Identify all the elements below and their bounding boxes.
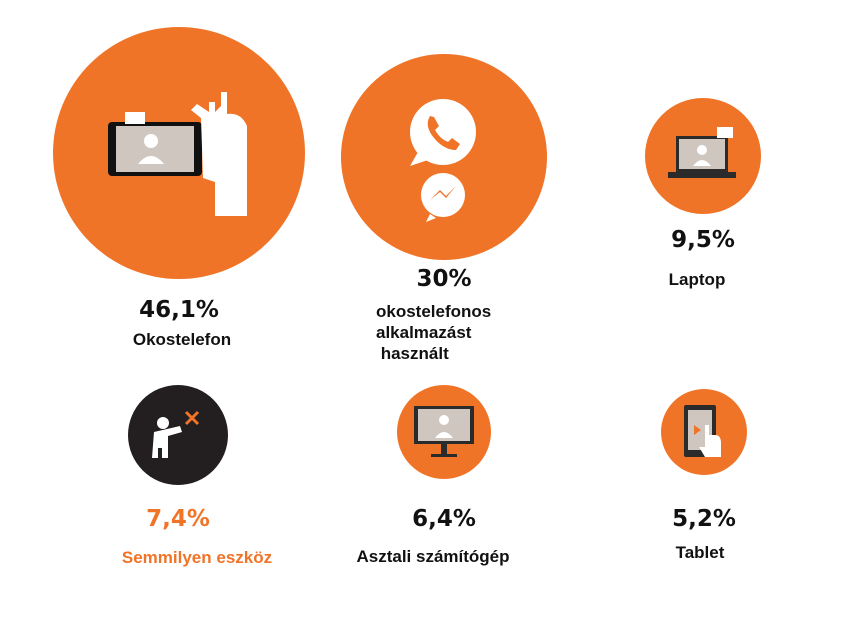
- bubble-semmilyen-circle: [128, 385, 228, 485]
- label-app-line-2: alkalmazást: [376, 323, 472, 342]
- laptop-icon: [668, 127, 736, 178]
- label-asztali: Asztali számítógép: [356, 547, 510, 566]
- desktop-monitor-icon: [414, 406, 474, 457]
- bubble-laptop: [645, 98, 761, 214]
- label-semmilyen: Semmilyen eszköz: [121, 548, 273, 567]
- tablet-touch-icon: [684, 405, 721, 457]
- value-laptop: 9,5%: [671, 227, 735, 253]
- label-app-line-1: okostelefonos: [376, 302, 492, 321]
- label-app: okostelefonos alkalmazást használt: [376, 301, 491, 364]
- value-okostelefon: 46,1%: [139, 297, 219, 323]
- value-asztali: 6,4%: [412, 506, 476, 532]
- no-device-person-icon: [152, 410, 200, 458]
- bubble-semmilyen: [128, 385, 228, 485]
- value-semmilyen: 7,4%: [146, 506, 210, 532]
- smartphone-hand-icon: [108, 92, 247, 216]
- label-okostelefon: Okostelefon: [132, 330, 232, 349]
- value-tablet: 5,2%: [672, 506, 736, 532]
- bubble-asztali: [397, 385, 491, 479]
- label-laptop: Laptop: [668, 270, 726, 289]
- bubble-app: [341, 54, 547, 260]
- bubble-okostelefon: [53, 27, 305, 279]
- bubble-tablet: [661, 389, 747, 475]
- label-app-line-3: használt: [376, 344, 449, 363]
- label-tablet: Tablet: [675, 543, 725, 562]
- value-app: 30%: [416, 266, 472, 292]
- whatsapp-messenger-icon: [410, 99, 476, 222]
